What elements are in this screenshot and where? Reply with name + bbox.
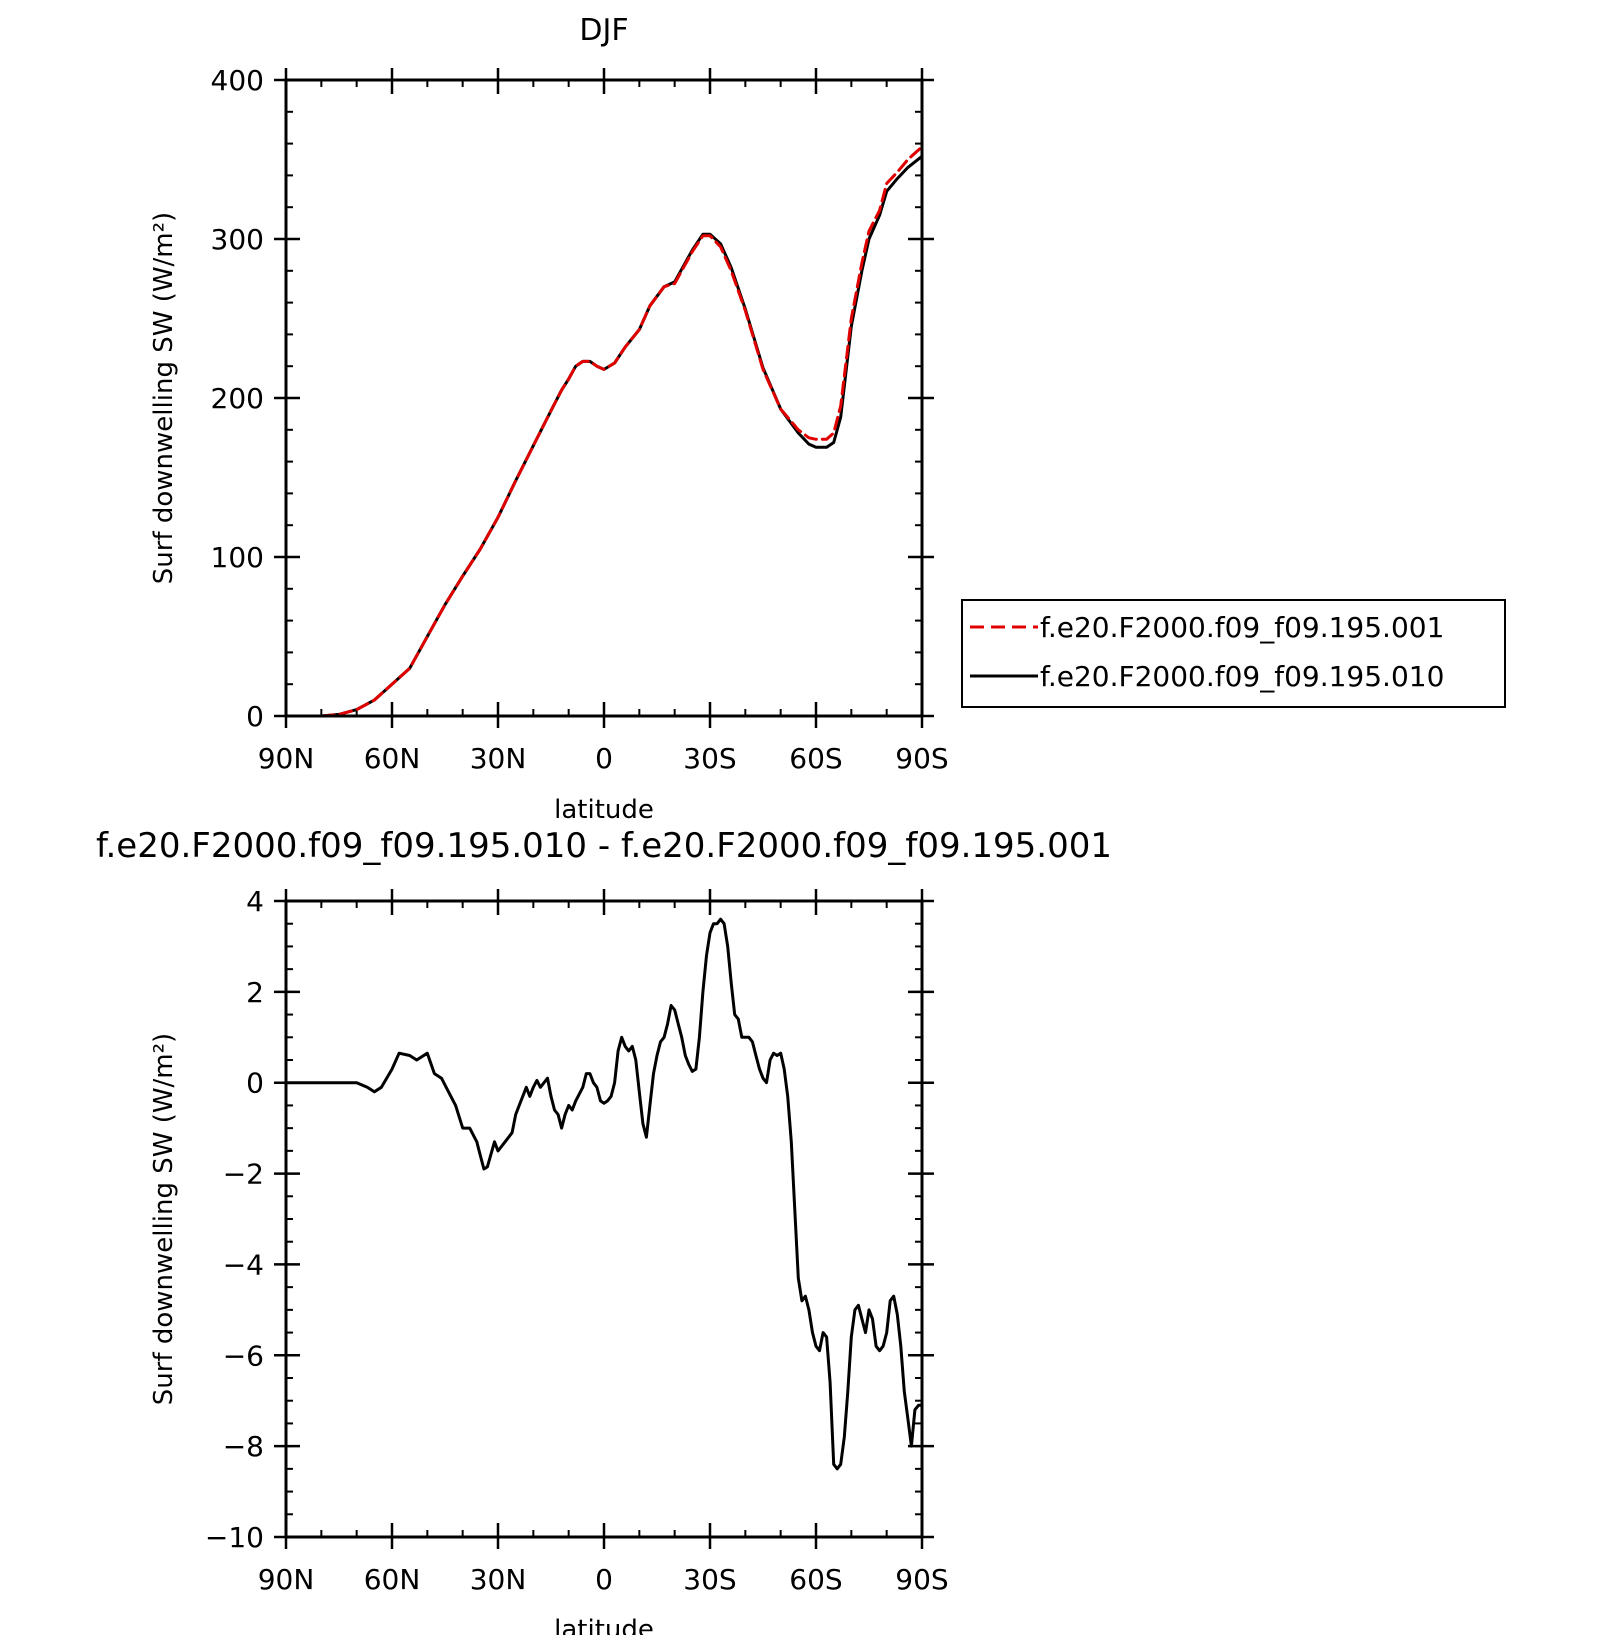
series-lines	[284, 917, 924, 1471]
plot-frame	[284, 899, 924, 1539]
y-tick-label: 0	[246, 1067, 264, 1100]
y-tick-label: 300	[211, 223, 264, 256]
x-tick-labels: 90N 60N 30N 0 30S 60S 90S	[258, 742, 949, 775]
y-tick-label: −2	[223, 1158, 264, 1191]
x-tick-label: 90S	[895, 1563, 948, 1596]
y-tick-label: −6	[223, 1339, 264, 1372]
x-tick-label: 60S	[789, 1563, 842, 1596]
y-tick-label: 400	[211, 64, 264, 97]
y-tick-labels: −10 −8 −6 −4 −2 0 2 4	[205, 885, 264, 1554]
y-tick-label: −4	[223, 1248, 264, 1281]
y-tick-label: −10	[205, 1521, 264, 1554]
series-line-1	[284, 917, 924, 1471]
chart-title: DJF	[579, 13, 628, 48]
series-lines	[284, 145, 924, 718]
chart-panel-bottom: f.e20.F2000.f09_f09.195.010 - f.e20.F200…	[96, 826, 1112, 1635]
y-tick-labels: 0 100 200 300 400	[211, 64, 264, 733]
legend: f.e20.F2000.f09_f09.195.001 f.e20.F2000.…	[961, 599, 1506, 708]
legend-label-series-2: f.e20.F2000.f09_f09.195.010	[1040, 660, 1444, 693]
tick-marks	[274, 68, 934, 728]
x-axis-label: latitude	[554, 795, 654, 825]
plot-frame	[284, 78, 924, 718]
series-line-2	[284, 154, 924, 718]
series-line-1	[284, 145, 924, 718]
x-tick-labels: 90N 60N 30N 0 30S 60S 90S	[258, 1563, 949, 1596]
y-axis-label: Surf downwelling SW (W/m²)	[149, 1033, 179, 1405]
x-tick-label: 30N	[470, 742, 527, 775]
x-tick-label: 90N	[258, 1563, 315, 1596]
x-tick-label: 30S	[683, 1563, 736, 1596]
x-tick-label: 30N	[470, 1563, 527, 1596]
x-tick-label: 0	[595, 1563, 613, 1596]
y-tick-label: 2	[246, 976, 264, 1009]
x-axis-label: latitude	[554, 1615, 654, 1635]
x-tick-label: 60N	[364, 1563, 421, 1596]
y-tick-label: 100	[211, 541, 264, 574]
legend-box	[961, 599, 1506, 708]
y-axis-label: Surf downwelling SW (W/m²)	[149, 212, 179, 584]
chart-title: f.e20.F2000.f09_f09.195.010 - f.e20.F200…	[96, 826, 1112, 866]
y-tick-label: 4	[246, 885, 264, 918]
tick-marks	[274, 889, 934, 1549]
x-tick-label: 60S	[789, 742, 842, 775]
legend-label-series-1: f.e20.F2000.f09_f09.195.001	[1040, 611, 1444, 644]
x-tick-label: 90S	[895, 742, 948, 775]
x-tick-label: 0	[595, 742, 613, 775]
y-tick-label: −8	[223, 1430, 264, 1463]
chart-panel-top: DJF 0 100 200 300 400 90N 60N 30N 0 30S 60S 90S la…	[149, 13, 949, 825]
y-tick-label: 0	[246, 700, 264, 733]
x-tick-label: 90N	[258, 742, 315, 775]
x-tick-label: 60N	[364, 742, 421, 775]
y-tick-label: 200	[211, 382, 264, 415]
x-tick-label: 30S	[683, 742, 736, 775]
